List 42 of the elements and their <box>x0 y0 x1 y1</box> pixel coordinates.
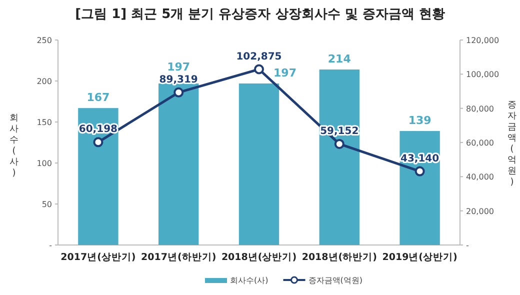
bar <box>158 83 199 245</box>
y-tick-label: - <box>49 241 52 250</box>
y-tick-label: 250 <box>36 36 52 45</box>
point <box>174 87 184 98</box>
point <box>334 138 344 149</box>
y2-tick-label: 120,000 <box>466 36 500 45</box>
x-tick-label: 2018년(하반기) <box>302 252 377 263</box>
data-label: 167 <box>86 91 110 104</box>
y2-tick-label: 80,000 <box>466 104 494 114</box>
y-tick-label: 100 <box>36 159 52 168</box>
data-label: 89,319 <box>159 74 198 86</box>
y2-tick-label: 20,000 <box>466 206 494 216</box>
bar <box>319 70 360 245</box>
y2-tick-label: 60,000 <box>466 138 494 148</box>
y2-tick-label: - <box>466 241 469 250</box>
data-label: 60,198 <box>78 124 118 136</box>
point <box>414 166 425 176</box>
y-tick-label: 200 <box>36 77 52 86</box>
bar <box>400 131 440 245</box>
y2-tick-label: 40,000 <box>466 172 494 182</box>
data-label: 197 <box>167 60 190 74</box>
chart-title: [그림 1] 최근 5개 분기 유상증자 상장회사수 및 증자금액 현황 <box>75 7 445 22</box>
data-label: 139 <box>408 114 432 128</box>
bar <box>238 83 280 245</box>
point <box>93 137 104 148</box>
axis-title: 증자금액(억원) <box>508 100 516 188</box>
x-tick-label: 2017년(상반기) <box>60 252 136 263</box>
data-label: 197 <box>274 66 296 80</box>
y2-tick-label: 100,000 <box>466 70 500 80</box>
data-label: 102,875 <box>236 51 282 62</box>
data-label: 214 <box>328 52 352 66</box>
y-tick-label: 150 <box>36 118 52 127</box>
x-tick-label: 2018년(상반기) <box>221 252 297 263</box>
point <box>254 64 264 74</box>
bar <box>78 108 118 245</box>
x-tick-label: 2017년(하반기) <box>141 252 216 263</box>
legend-label: 증자금액(억원) <box>308 276 362 285</box>
axis-title: 회사수(사) <box>10 114 18 178</box>
x-tick-label: 2019년(상반기) <box>382 252 458 263</box>
data-label: 43,140 <box>400 153 440 164</box>
legend-label: 회사수(사) <box>230 276 268 285</box>
y-tick-label: 50 <box>42 200 52 209</box>
